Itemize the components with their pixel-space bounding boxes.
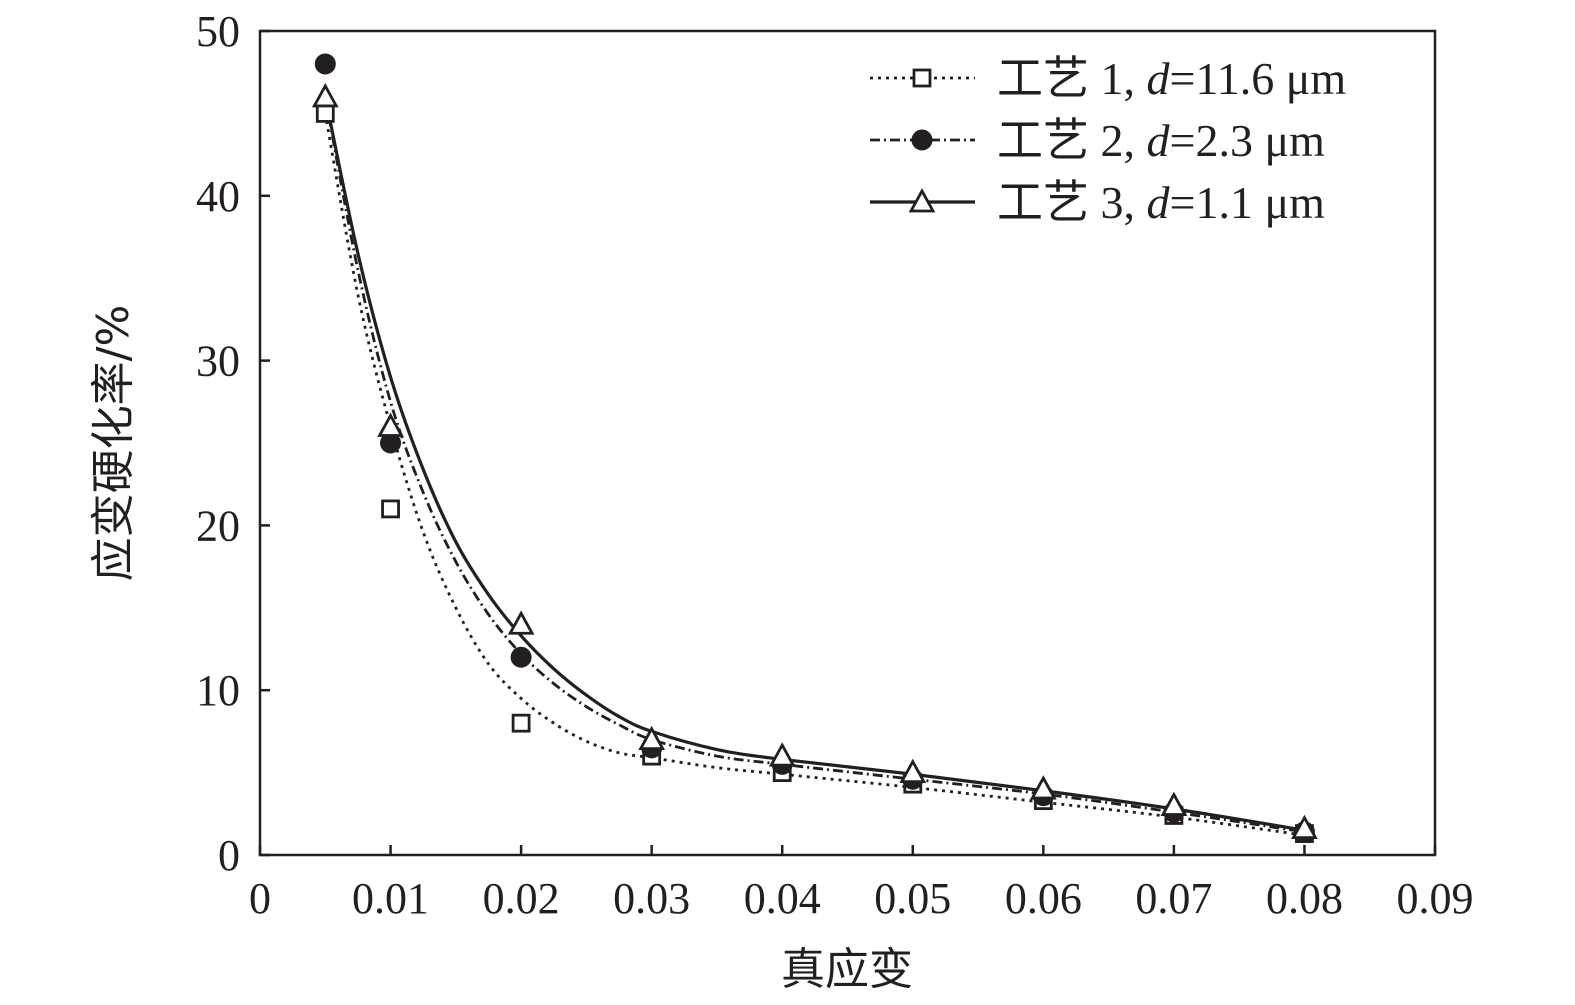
axis-ticks: 0 0.01 0.02 0.03 0.04 0.05 0.06 0.07 0.08 0.09 0 10… bbox=[196, 7, 1474, 923]
data-point-series-1 bbox=[511, 713, 531, 733]
x-tick-label: 0.07 bbox=[1135, 874, 1212, 923]
data-markers bbox=[311, 53, 1318, 843]
data-point-series-3 bbox=[899, 758, 927, 783]
y-tick-label: 30 bbox=[196, 337, 240, 386]
fit-curve-series-3 bbox=[323, 96, 1305, 832]
data-point-series-1 bbox=[381, 499, 400, 519]
x-tick-label: 0 bbox=[249, 874, 271, 923]
x-tick-label: 0.09 bbox=[1397, 874, 1474, 923]
fit-curve-series-1 bbox=[323, 113, 1305, 837]
y-axis-label: 应变硬化率/% bbox=[88, 305, 139, 582]
data-point-series-3 bbox=[638, 725, 666, 751]
x-tick-label: 0.02 bbox=[483, 874, 560, 923]
x-tick-label: 0.08 bbox=[1266, 874, 1343, 923]
data-point-series-3 bbox=[1291, 814, 1318, 840]
x-tick-label: 0.05 bbox=[874, 874, 951, 923]
data-point-series-3 bbox=[1160, 791, 1188, 816]
legend-label-series-1: 工艺 1, d=11.6 μm bbox=[997, 53, 1346, 104]
legend-label-series-3: 工艺 3, d=1.1 μm bbox=[997, 177, 1325, 228]
data-point-series-3 bbox=[768, 742, 796, 767]
y-tick-label: 10 bbox=[196, 666, 240, 715]
data-point-series-2 bbox=[314, 53, 336, 75]
fit-curve-series-2 bbox=[323, 96, 1305, 834]
x-tick-label: 0.06 bbox=[1005, 874, 1082, 923]
data-point-series-1 bbox=[315, 104, 335, 123]
legend-marker-series-3 bbox=[908, 188, 936, 213]
x-tick-label: 0.01 bbox=[352, 874, 429, 923]
y-tick-label: 40 bbox=[196, 172, 240, 221]
legend-marker-series-2 bbox=[911, 129, 933, 151]
legend-marker-series-1 bbox=[912, 68, 932, 88]
x-tick-label: 0.03 bbox=[613, 874, 690, 923]
x-tick-label: 0.04 bbox=[744, 874, 821, 923]
y-tick-label: 20 bbox=[196, 501, 240, 550]
data-point-series-3 bbox=[311, 83, 339, 108]
x-axis-label: 真应变 bbox=[781, 944, 913, 995]
data-point-series-3 bbox=[1029, 775, 1057, 800]
legend-label-series-2: 工艺 2, d=2.3 μm bbox=[997, 115, 1325, 166]
plot-frame bbox=[258, 29, 1437, 857]
legend: 工艺 1, d=11.6 μm 工艺 2, d=2.3 μm 工艺 3, d=1.1… bbox=[870, 53, 1346, 228]
data-point-series-3 bbox=[507, 610, 535, 635]
y-tick-label: 50 bbox=[196, 7, 240, 56]
y-tick-label: 0 bbox=[218, 831, 240, 880]
data-point-series-3 bbox=[377, 412, 404, 437]
fit-curves bbox=[323, 96, 1305, 837]
data-point-series-2 bbox=[510, 646, 532, 668]
